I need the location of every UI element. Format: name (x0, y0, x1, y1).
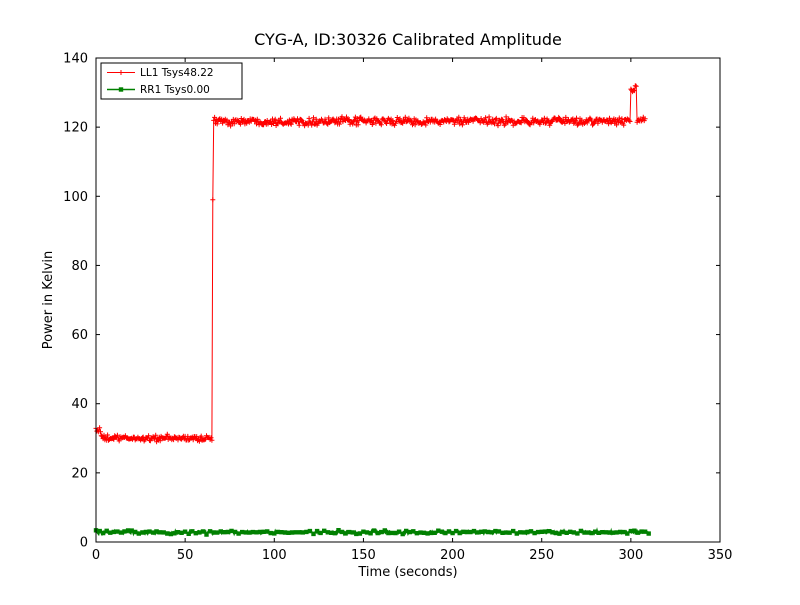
y-tick-label: 80 (71, 259, 88, 274)
axes-area (96, 58, 720, 542)
ticks-layer: 0 50 100 150 200 250 300 350 0 20 40 60 80 100 120 140 (63, 52, 732, 564)
x-tick-label: 200 (440, 548, 465, 563)
x-tick-label: 300 (618, 548, 643, 563)
y-tick-label: 60 (71, 328, 88, 343)
chart-title: CYG-A, ID:30326 Calibrated Amplitude (254, 30, 562, 49)
legend: LL1 Tsys48.22 RR1 Tsys0.00 (100, 62, 243, 100)
x-tick-label: 100 (262, 548, 287, 563)
x-tick-label: 0 (92, 548, 100, 563)
legend-plus-marker-ll1 (118, 70, 124, 75)
y-tick-label: 120 (63, 121, 88, 136)
y-tick-label: 40 (71, 397, 88, 412)
x-axis-label: Time (seconds) (357, 565, 457, 580)
y-tick-label: 100 (63, 190, 88, 205)
y-tick-label: 140 (63, 52, 88, 67)
legend-label-ll1: LL1 Tsys48.22 (140, 67, 214, 79)
series-markers-RR1 (93, 528, 651, 537)
y-tick-label: 20 (71, 466, 88, 481)
x-tick-label: 250 (529, 548, 554, 563)
series-layer (93, 83, 651, 537)
legend-box (100, 62, 243, 100)
y-axis-label: Power in Kelvin (41, 251, 56, 349)
x-tick-label: 150 (351, 548, 376, 563)
axes-border (95, 57, 721, 543)
legend-square-marker-rr1 (118, 87, 124, 92)
x-tick-label: 50 (177, 548, 194, 563)
y-tick-label: 0 (80, 536, 88, 551)
legend-label-rr1: RR1 Tsys0.00 (140, 84, 210, 96)
x-tick-label: 350 (708, 548, 733, 563)
